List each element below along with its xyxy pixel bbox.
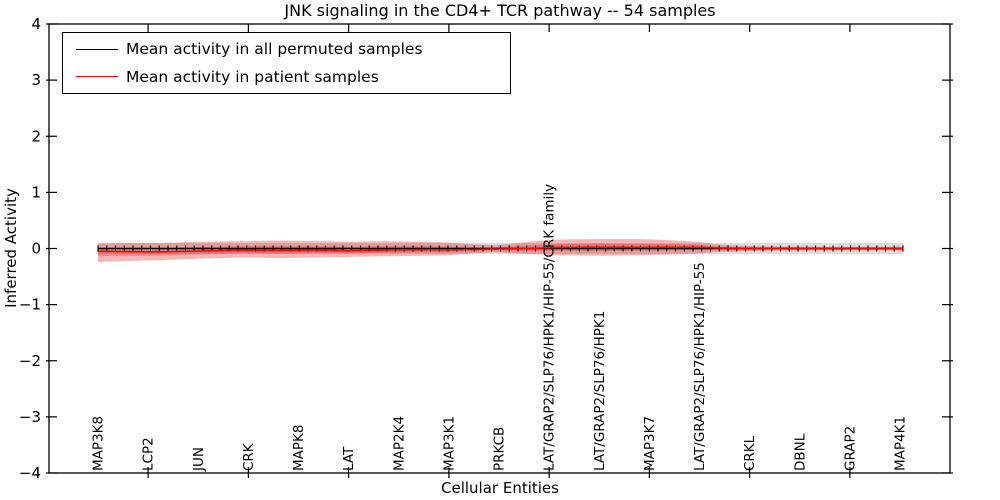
- y-tick-label: 4: [31, 15, 41, 33]
- y-tick-label: 2: [31, 127, 41, 145]
- y-tick-label: −2: [19, 352, 41, 370]
- x-tick-label: GRAP2: [842, 426, 858, 471]
- x-tick-label: DBNL: [792, 433, 808, 471]
- y-tick-label: 0: [31, 240, 41, 258]
- x-tick-label: LAT/GRAP2/SLP76/HPK1/HIP-55/CRK family: [542, 184, 558, 471]
- legend: Mean activity in all permuted samples Me…: [62, 32, 511, 94]
- legend-entry-patient: Mean activity in patient samples: [63, 63, 510, 90]
- x-tick-label: MAPK8: [291, 425, 307, 471]
- y-tick-label: −1: [19, 296, 41, 314]
- y-tick-label: 3: [31, 71, 41, 89]
- x-tick-label: LCP2: [141, 437, 157, 471]
- x-tick-label: MAP2K4: [391, 416, 407, 471]
- x-tick-label: MAP3K7: [642, 416, 658, 471]
- y-tick-label: −3: [19, 408, 41, 426]
- x-tick-label: MAP3K8: [91, 416, 107, 471]
- x-tick-label: JUN: [191, 447, 207, 472]
- legend-line-black-icon: [76, 48, 118, 50]
- x-tick-label: CRK: [241, 442, 257, 471]
- legend-line-red-icon: [76, 76, 118, 78]
- x-tick-label: LAT: [341, 446, 357, 471]
- chart-title: JNK signaling in the CD4+ TCR pathway --…: [284, 1, 716, 20]
- x-tick-label: LAT/GRAP2/SLP76/HPK1/HIP-55: [692, 262, 708, 471]
- x-axis-label: Cellular Entities: [441, 479, 559, 497]
- x-tick-label: MAP4K1: [893, 416, 909, 471]
- x-tick-label: PRKCB: [492, 427, 508, 471]
- legend-label-patient: Mean activity in patient samples: [126, 67, 379, 86]
- legend-label-permuted: Mean activity in all permuted samples: [126, 40, 423, 59]
- legend-entry-permuted: Mean activity in all permuted samples: [63, 36, 510, 63]
- x-tick-label: CRKL: [742, 435, 758, 471]
- y-tick-label: −4: [19, 464, 41, 482]
- x-tick-label: MAP3K1: [441, 416, 457, 471]
- y-axis-label: Inferred Activity: [2, 188, 20, 308]
- y-tick-label: 1: [31, 183, 41, 201]
- patient-mean-line: [97, 246, 903, 253]
- x-tick-label: LAT/GRAP2/SLP76/HPK1: [592, 311, 608, 471]
